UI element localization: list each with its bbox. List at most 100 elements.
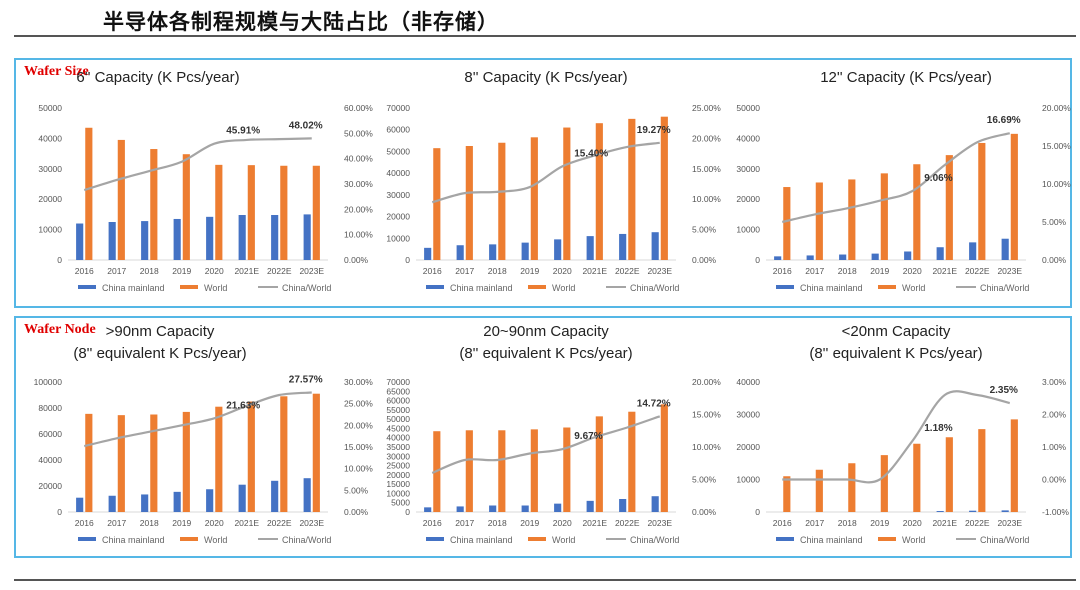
- legend-swatch: [78, 537, 96, 541]
- y2-tick-label: 0.00%: [344, 255, 369, 265]
- y2-tick-label: 60.00%: [344, 103, 373, 113]
- y2-tick-label: 0.00%: [1042, 475, 1067, 485]
- chart-5: <20nm Capacity (8'' equivalent K Pcs/year…: [736, 323, 1069, 545]
- world-bar: [1010, 133, 1018, 260]
- world-bar: [433, 148, 441, 260]
- china-bar: [424, 507, 432, 512]
- world-bar: [880, 173, 888, 260]
- china-bar: [173, 218, 181, 260]
- y2-tick-label: 30.00%: [344, 179, 373, 189]
- world-bar: [280, 165, 288, 260]
- china-bar: [238, 215, 246, 260]
- legend-label: World: [902, 283, 925, 293]
- y2-tick-label: 10.00%: [692, 442, 721, 452]
- y2-tick-label: 15.00%: [692, 164, 721, 174]
- chart-4: 20~90nm Capacity (8'' equivalent K Pcs/ye…: [386, 323, 721, 545]
- y-tick-label: 20000: [736, 442, 760, 452]
- world-bar: [117, 415, 125, 512]
- china-bar: [456, 245, 464, 260]
- x-tick-label: 2016: [423, 266, 442, 276]
- x-tick-label: 2023E: [299, 266, 324, 276]
- y2-tick-label: 2.00%: [1042, 410, 1067, 420]
- china-bar: [303, 478, 311, 512]
- legend-label: China/World: [630, 283, 679, 293]
- world-bar: [150, 414, 158, 512]
- ratio-annotation: 15.40%: [574, 148, 608, 159]
- legend-label: China mainland: [800, 283, 863, 293]
- x-tick-label: 2017: [455, 266, 474, 276]
- china-bar: [206, 489, 214, 512]
- legend-label: World: [552, 283, 575, 293]
- x-tick-label: 2019: [172, 518, 191, 528]
- x-tick-label: 2021E: [234, 266, 259, 276]
- wafer-size-panel: Wafer Size 6'' Capacity (K Pcs/year) 0 100…: [14, 58, 1072, 308]
- china-bar: [806, 255, 814, 260]
- y2-tick-label: 0.00%: [1042, 255, 1067, 265]
- world-bar: [595, 123, 603, 260]
- china-bar: [904, 251, 912, 260]
- world-bar: [1010, 419, 1018, 512]
- world-bar: [945, 155, 953, 260]
- y-tick-label: 30000: [736, 164, 760, 174]
- x-tick-label: 2022E: [965, 518, 990, 528]
- y-tick-label: 25000: [386, 461, 410, 471]
- world-bar: [660, 116, 668, 260]
- chart-title: >90nm Capacity: [106, 323, 215, 340]
- y2-tick-label: 0.00%: [692, 255, 717, 265]
- y2-tick-label: 20.00%: [344, 420, 373, 430]
- y2-tick-label: 20.00%: [1042, 103, 1071, 113]
- y-tick-label: 20000: [386, 212, 410, 222]
- y-tick-label: 10000: [736, 475, 760, 485]
- y2-tick-label: 3.00%: [1042, 377, 1067, 387]
- china-bar: [651, 496, 659, 512]
- y2-tick-label: 5.00%: [692, 225, 717, 235]
- x-tick-label: 2022E: [615, 266, 640, 276]
- ratio-annotation: 2.35%: [990, 385, 1018, 396]
- china-bar: [141, 221, 149, 260]
- world-bar: [150, 149, 158, 260]
- y-tick-label: 50000: [38, 103, 62, 113]
- y-tick-label: 60000: [386, 125, 410, 135]
- y2-tick-label: 15.00%: [1042, 141, 1071, 151]
- china-bar: [456, 506, 464, 512]
- legend-label: China/World: [282, 535, 331, 545]
- y2-tick-label: 0.00%: [692, 507, 717, 517]
- x-tick-label: 2021E: [932, 518, 957, 528]
- world-bar: [247, 401, 255, 512]
- y2-tick-label: -1.00%: [1042, 507, 1069, 517]
- x-tick-label: 2017: [805, 518, 824, 528]
- y2-tick-label: 5.00%: [344, 485, 369, 495]
- y-tick-label: 15000: [386, 479, 410, 489]
- x-tick-label: 2018: [488, 266, 507, 276]
- world-bar: [563, 427, 571, 512]
- chart-1: 8'' Capacity (K Pcs/year) 0 10000 20000 3000…: [386, 69, 721, 293]
- y-tick-label: 5000: [391, 498, 410, 508]
- world-bar: [215, 406, 223, 512]
- china-bar: [554, 239, 562, 260]
- x-tick-label: 2022E: [615, 518, 640, 528]
- china-bar: [108, 495, 116, 512]
- world-bar: [815, 469, 823, 512]
- x-tick-label: 2023E: [647, 266, 672, 276]
- y-tick-label: 20000: [38, 481, 62, 491]
- legend-swatch: [776, 537, 794, 541]
- bottom-rule: [14, 579, 1076, 581]
- x-tick-label: 2020: [903, 518, 922, 528]
- wafer-size-label: Wafer Size: [24, 64, 89, 79]
- y2-tick-label: 15.00%: [692, 410, 721, 420]
- y2-tick-label: 1.00%: [1042, 442, 1067, 452]
- y-tick-label: 40000: [38, 133, 62, 143]
- china-bar: [521, 505, 529, 512]
- x-tick-label: 2018: [488, 518, 507, 528]
- legend-label: China mainland: [450, 283, 513, 293]
- legend-label: China/World: [282, 283, 331, 293]
- world-bar: [628, 411, 636, 512]
- ratio-annotation: 1.18%: [924, 423, 952, 434]
- ratio-line: [782, 390, 1011, 484]
- legend-swatch: [528, 285, 546, 289]
- y-tick-label: 20000: [38, 194, 62, 204]
- world-bar: [498, 430, 506, 512]
- x-tick-label: 2018: [838, 266, 857, 276]
- y-tick-label: 30000: [736, 410, 760, 420]
- x-tick-label: 2019: [520, 266, 539, 276]
